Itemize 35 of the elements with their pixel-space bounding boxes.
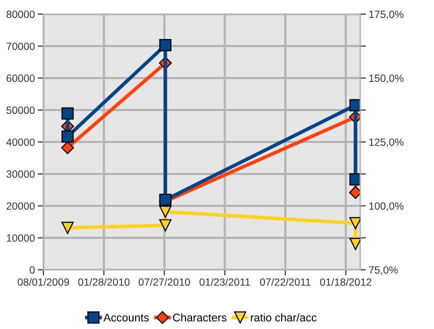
point <box>349 173 360 186</box>
legend-label: Characters <box>173 313 226 322</box>
y-tick-label: 70000 <box>6 42 35 50</box>
point <box>61 222 74 234</box>
y-tick-label: 80000 <box>6 10 35 18</box>
y-tick-label: 0 <box>30 266 35 274</box>
legend-label: ratio char/acc <box>250 313 317 322</box>
point <box>61 141 74 154</box>
y2-tick-label: 150,0% <box>369 74 404 84</box>
x-tick-label: 08/01/2009 <box>18 278 69 286</box>
point <box>349 99 360 112</box>
point <box>159 39 172 52</box>
y2-tick-label: 75,0% <box>369 266 398 275</box>
x-tick-label: 07/22/2011 <box>260 278 310 286</box>
legend-label: Accounts <box>103 314 149 322</box>
y2-tick-label: 125,0% <box>369 138 404 148</box>
x-tick-label: 07/27/2010 <box>138 278 190 286</box>
point <box>159 206 172 218</box>
y-tick-label: 10000 <box>6 234 35 242</box>
y-tick-label: 20000 <box>6 202 35 210</box>
y-tick-label: 60000 <box>6 74 35 82</box>
point <box>61 107 74 120</box>
y2-tick-label: 100,0% <box>369 202 404 211</box>
y2-tick-label: 175,0% <box>369 10 404 20</box>
point <box>159 194 172 206</box>
point <box>349 238 360 250</box>
x-tick-label: 01/28/2010 <box>78 278 130 286</box>
y-tick-label: 30000 <box>6 170 35 178</box>
point <box>349 217 360 230</box>
y-tick-label: 40000 <box>6 138 35 146</box>
point <box>61 130 74 143</box>
x-tick-label: 01/18/2012 <box>320 278 372 286</box>
x-tick-label: 01/23/2011 <box>200 278 250 286</box>
y-tick-label: 50000 <box>6 106 35 114</box>
point <box>159 219 172 232</box>
